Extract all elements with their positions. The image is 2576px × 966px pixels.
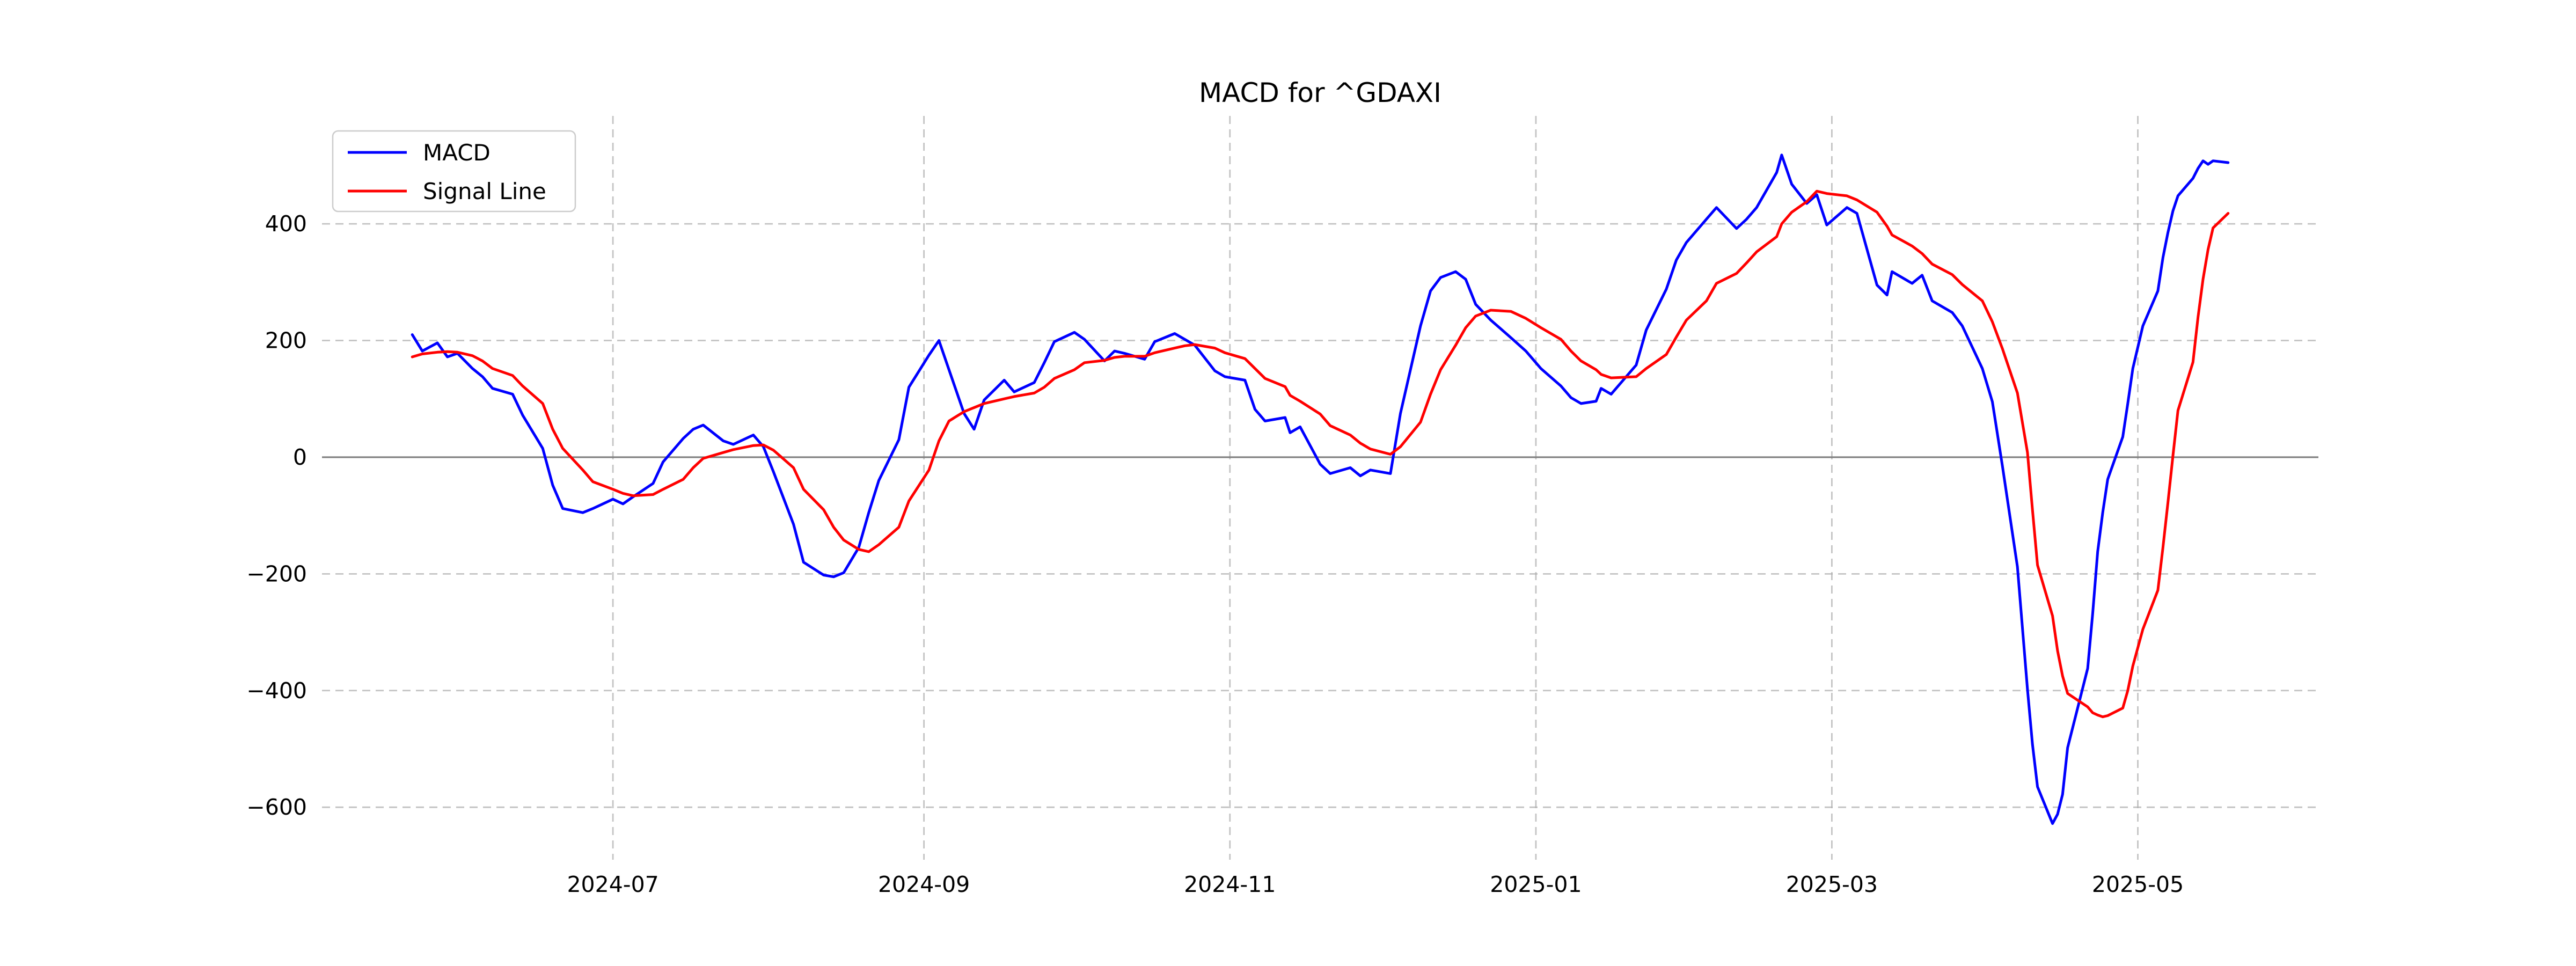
- macd-line: [411, 153, 2230, 825]
- y-tick-label: −200: [246, 561, 307, 587]
- series-layer: [411, 153, 2230, 825]
- x-tick-label: 2024-09: [878, 872, 970, 897]
- grid-layer: [322, 116, 2318, 860]
- axis-tick-labels: 400 200 0 −200 −400 −600 2024-07 2024-09 2024-11…: [246, 211, 2184, 897]
- signal-line: [411, 189, 2230, 719]
- y-tick-label: −600: [246, 794, 307, 820]
- x-tick-label: 2024-07: [567, 872, 658, 897]
- x-tick-label: 2024-11: [1184, 872, 1276, 897]
- y-tick-label: 400: [265, 211, 307, 237]
- legend-macd-label: MACD: [423, 140, 491, 166]
- y-tick-label: 0: [293, 444, 307, 470]
- legend-signal-label: Signal Line: [423, 178, 546, 204]
- x-tick-label: 2025-05: [2092, 872, 2184, 897]
- x-tick-label: 2025-03: [1786, 872, 1878, 897]
- y-tick-label: 200: [265, 328, 307, 354]
- legend: MACD Signal Line: [332, 130, 576, 213]
- chart-title: MACD for ^GDAXI: [1199, 77, 1441, 108]
- x-tick-label: 2025-01: [1490, 872, 1582, 897]
- y-tick-label: −400: [246, 678, 307, 704]
